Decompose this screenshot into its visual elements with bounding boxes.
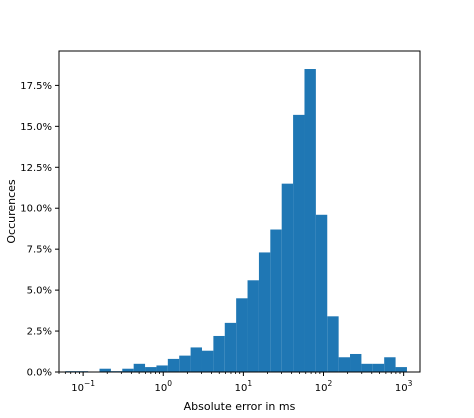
histogram-bar [304,69,316,373]
y-tick-label: 12.5% [20,163,52,174]
histogram-bar [213,335,225,372]
histogram-bar [281,183,294,372]
y-tick-label: 5.0% [27,286,52,297]
y-axis: 0.0% 2.5% 5.0% 7.5% 10.0% 12.5% 15.0% 17.5% [20,81,59,379]
x-tick-label: 102 [315,379,333,394]
histogram-bar [270,229,282,372]
x-tick-label: 10−1 [71,379,95,394]
histogram-bar [372,363,385,372]
histogram-bar [236,298,248,372]
bars-layer [65,69,407,373]
histogram-bar [133,363,146,372]
histogram-bar [190,347,202,372]
y-axis-label: Occurences [5,179,18,244]
x-tick-label: 100 [154,379,172,394]
histogram-bar [293,114,305,373]
histogram-bar [99,368,111,372]
histogram-bar [167,358,180,372]
y-tick-label: 0.0% [27,368,52,379]
x-axis-label: Absolute error in ms [184,400,296,413]
histogram-bar [201,350,214,372]
y-tick-label: 17.5% [20,81,52,92]
histogram-bar [156,365,168,372]
y-tick-label: 7.5% [27,245,52,256]
histogram-bar [224,322,237,372]
histogram-bar [327,316,339,372]
histogram-bar [395,367,407,372]
histogram-bar [315,214,328,372]
histogram-bar [258,252,271,372]
histogram-bar [122,368,134,372]
y-tick-label: 15.0% [20,122,52,133]
x-tick-label: 101 [235,379,253,394]
x-axis: 10−1 100 101 102 103 [58,372,413,394]
x-tick-label: 103 [395,379,413,394]
histogram-bar [361,363,373,372]
histogram-bar [179,355,191,372]
y-tick-label: 10.0% [20,204,52,215]
histogram-bar [338,357,351,372]
y-tick-label: 2.5% [27,327,52,338]
histogram-bar [247,280,259,372]
histogram-bar [384,357,396,372]
histogram-bar [350,353,362,372]
histogram-bar [145,367,157,372]
